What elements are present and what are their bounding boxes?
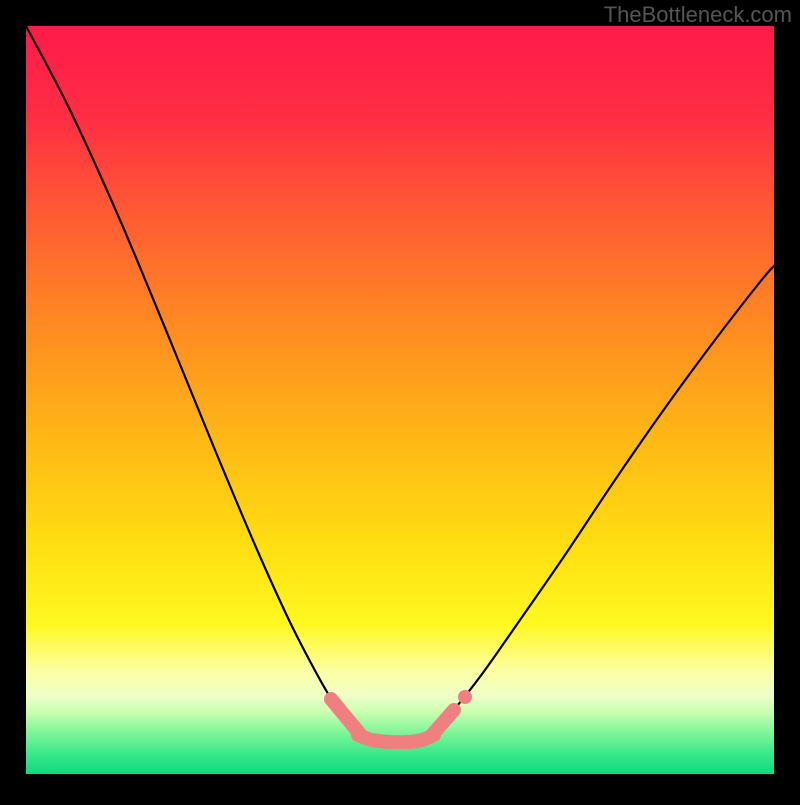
chart-container: TheBottleneck.com bbox=[0, 0, 800, 800]
highlight-dot bbox=[458, 690, 472, 704]
watermark-text: TheBottleneck.com bbox=[604, 2, 792, 28]
bottleneck-curve-chart bbox=[0, 0, 800, 800]
plot-background bbox=[26, 26, 774, 774]
highlight-bottom bbox=[358, 735, 434, 742]
